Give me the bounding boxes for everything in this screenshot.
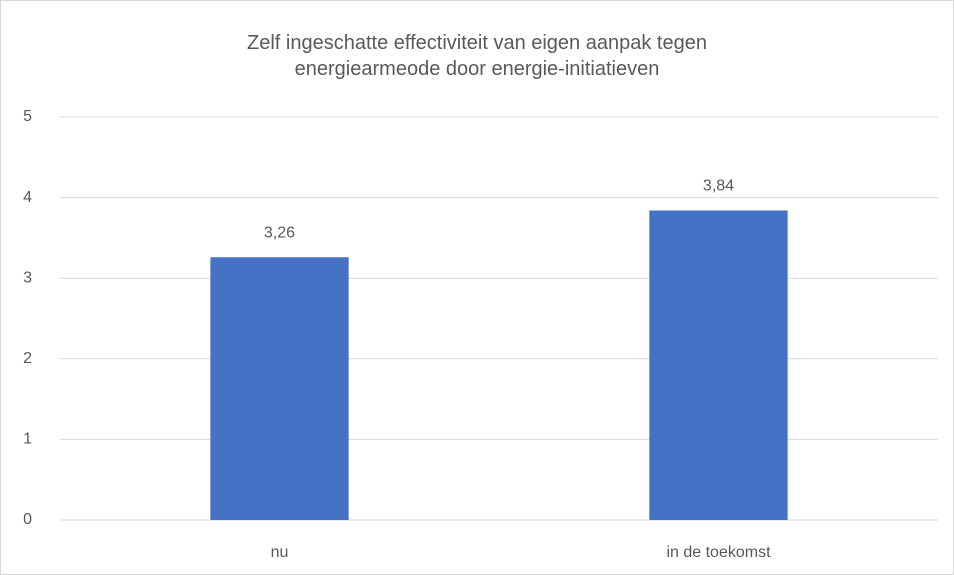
data-label: 3,84 [703, 178, 734, 195]
y-tick-label: 2 [23, 350, 32, 367]
y-tick-label: 3 [23, 269, 32, 286]
x-tick-label: in de toekomst [666, 544, 771, 561]
y-tick-label: 0 [23, 511, 32, 528]
y-tick-label: 4 [23, 189, 32, 206]
chart-title: Zelf ingeschatte effectiviteit van eigen… [247, 32, 707, 80]
bar [210, 257, 349, 520]
x-tick-label: nu [271, 544, 289, 561]
y-tick-label: 1 [23, 431, 32, 448]
data-label: 3,26 [264, 224, 295, 241]
y-tick-label: 5 [23, 108, 32, 125]
bar [649, 210, 788, 520]
